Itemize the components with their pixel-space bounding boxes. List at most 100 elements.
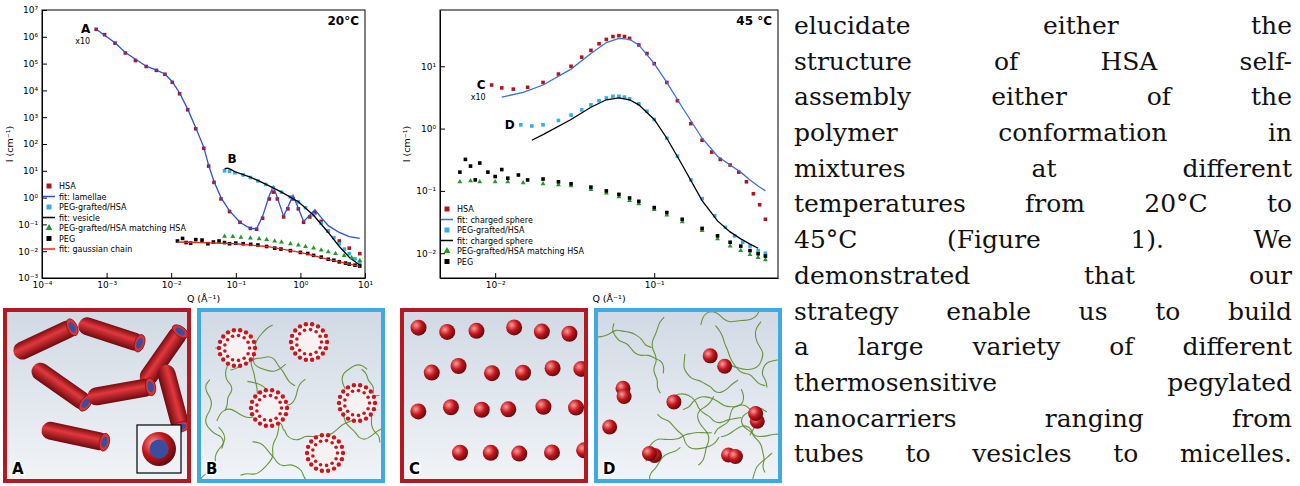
micelle xyxy=(568,400,584,416)
data-point xyxy=(194,238,198,242)
micelle xyxy=(411,320,427,336)
lipid-head xyxy=(321,328,325,332)
lipid-head xyxy=(255,403,259,407)
lipid-head xyxy=(372,395,376,399)
vesicle-body xyxy=(291,324,327,360)
lipid-head xyxy=(295,337,299,341)
lipid-head xyxy=(340,457,344,461)
data-point xyxy=(333,251,338,255)
x-axis: 10⁻⁴10⁻³10⁻²10⁻¹10⁰10¹ xyxy=(33,273,374,290)
tube-end xyxy=(144,377,157,396)
y-tick: 10⁻¹ xyxy=(416,186,445,196)
lipid-head xyxy=(362,391,366,395)
lipid-head xyxy=(318,334,322,338)
lipid-head xyxy=(226,361,230,365)
tube-core xyxy=(174,326,186,337)
y-tick-mark xyxy=(42,224,47,225)
x-tick-label: 10⁻³ xyxy=(97,280,117,290)
lipid-head xyxy=(284,400,288,404)
lipid-head xyxy=(314,466,318,470)
micelle xyxy=(500,401,516,417)
micelle xyxy=(703,348,718,363)
y-tick-label: 10² xyxy=(23,139,38,149)
lipid-head xyxy=(231,335,235,339)
text-line: 45°C (Figure 1). We xyxy=(794,222,1292,258)
micelle xyxy=(617,389,632,404)
y-axis-title: I (cm⁻¹) xyxy=(401,126,412,163)
fit-line xyxy=(502,38,766,190)
data-point xyxy=(605,38,609,42)
y-tick-mark xyxy=(42,251,47,252)
legend-item: fit: lamellae xyxy=(43,193,107,202)
fit-line xyxy=(177,242,359,266)
data-point xyxy=(493,179,498,183)
illustration: D xyxy=(580,303,785,486)
illustration-border xyxy=(5,310,189,481)
lipid-head xyxy=(242,336,246,340)
data-point xyxy=(738,248,743,252)
tube-body xyxy=(10,317,79,362)
lipid-head xyxy=(281,417,285,421)
lipid-head xyxy=(346,416,350,420)
illustration-background xyxy=(400,308,588,483)
lipid-head xyxy=(341,389,345,393)
lipid-head xyxy=(298,332,302,336)
micelle xyxy=(424,365,440,381)
data-point xyxy=(617,34,621,38)
y-tick-label: 10⁶ xyxy=(23,32,38,42)
lipid-head xyxy=(316,324,320,328)
polymer-chain xyxy=(613,323,664,373)
lipid-head xyxy=(309,328,313,332)
polymer-chain xyxy=(594,330,652,347)
data-point xyxy=(569,182,573,186)
legend: HSAfit: lamellaePEG-grafted/HSAfit: vesi… xyxy=(43,182,186,254)
lipid-head xyxy=(290,334,294,338)
legend-label: PEG-grafted/HSA xyxy=(59,203,127,212)
illustration-art xyxy=(400,308,588,483)
data-point xyxy=(493,175,497,179)
legend-swatch xyxy=(444,247,451,253)
y-tick: 10⁰ xyxy=(421,124,445,134)
tube-core xyxy=(67,321,77,334)
lipid-head xyxy=(264,388,268,392)
lipid-head xyxy=(255,409,259,413)
legend-swatch xyxy=(47,205,52,210)
y-tick: 10⁻² xyxy=(18,247,47,257)
fit-line xyxy=(96,29,360,238)
data-point xyxy=(637,200,641,204)
tube-body xyxy=(28,359,94,413)
vesicle xyxy=(305,433,345,473)
polymer-chain xyxy=(714,405,755,435)
data-point xyxy=(557,180,561,184)
polymer-chain xyxy=(252,442,308,483)
lipid-head xyxy=(373,401,377,405)
text-line: polymer conformation in xyxy=(794,115,1292,151)
data-point xyxy=(665,211,669,215)
micelle xyxy=(439,324,455,340)
lipid-head xyxy=(248,346,252,350)
data-point xyxy=(611,35,615,39)
data-point xyxy=(764,218,768,222)
y-tick-mark xyxy=(440,191,445,192)
lipid-head xyxy=(338,407,342,411)
micelle xyxy=(410,403,426,419)
data-point xyxy=(764,254,768,258)
lipid-head xyxy=(289,340,293,344)
lipid-head xyxy=(316,355,320,359)
legend-label: fit: charged sphere xyxy=(457,216,533,225)
micelle xyxy=(728,449,743,464)
y-axis-line xyxy=(440,11,441,279)
micelle xyxy=(544,444,560,460)
lipid-head xyxy=(358,419,362,423)
data-point xyxy=(200,238,204,242)
y-tick-label: 10⁴ xyxy=(23,86,38,96)
y-tick-label: 10⁰ xyxy=(23,193,38,203)
lipid-head xyxy=(276,390,280,394)
lipid-head xyxy=(258,390,262,394)
illustration-art xyxy=(197,308,385,483)
tube xyxy=(40,420,111,452)
y-tick-mark xyxy=(42,198,47,199)
micelle xyxy=(483,445,499,461)
data-point xyxy=(605,189,609,193)
y-tick-mark xyxy=(42,64,47,65)
